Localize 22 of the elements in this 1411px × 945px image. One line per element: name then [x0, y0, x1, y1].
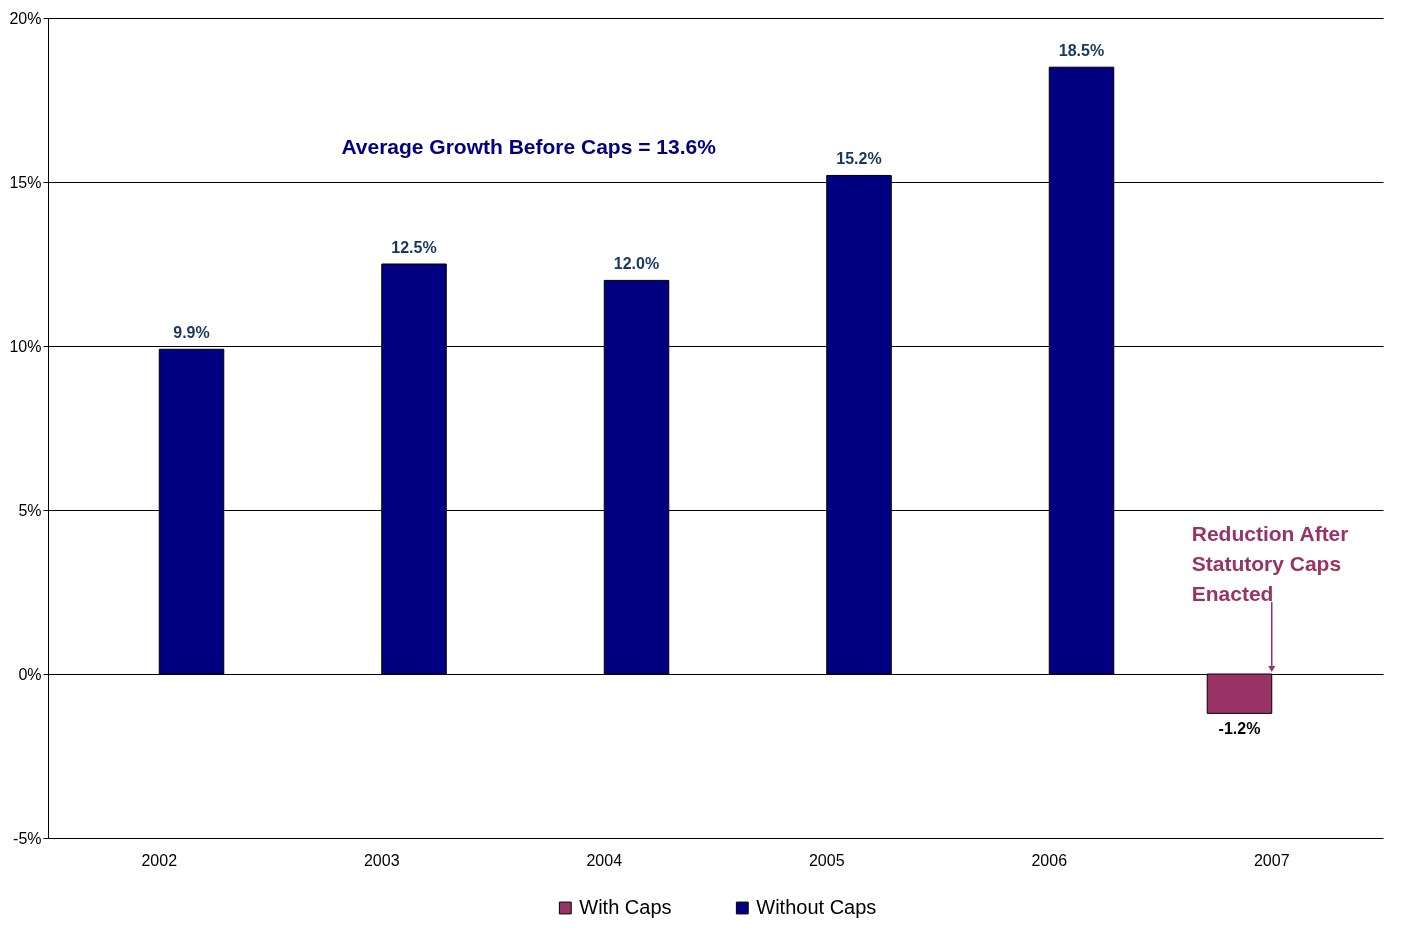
y-tick-label: 5%: [18, 501, 42, 519]
y-tick-label: 10%: [9, 337, 42, 355]
x-tick-label: 2005: [808, 851, 845, 869]
y-tick-label: -5%: [13, 829, 42, 847]
x-tick-label: 2002: [141, 851, 178, 869]
data-label: 9.9%: [173, 324, 210, 342]
annotation: Reduction After Statutory Caps Enacted: [1191, 522, 1349, 605]
data-label: 15.2%: [836, 150, 882, 168]
x-tick-label: 2004: [586, 851, 623, 869]
legend-label: Without Caps: [756, 896, 877, 918]
annotation: Average Growth Before Caps = 13.6%: [341, 135, 717, 158]
y-tick-label: 15%: [9, 173, 42, 191]
y-tick-label: 20%: [9, 9, 42, 27]
y-tick-label: 0%: [18, 665, 42, 683]
data-label: 12.0%: [613, 255, 660, 273]
x-tick-label: 2007: [1253, 851, 1290, 869]
data-label: 12.5%: [391, 239, 437, 256]
data-label: 18.5%: [1058, 42, 1105, 60]
legend-label: With Caps: [579, 896, 672, 918]
x-tick-label: 2006: [1031, 851, 1068, 869]
x-tick-label: 2003: [363, 851, 400, 869]
data-label: -1.2%: [1218, 720, 1261, 738]
